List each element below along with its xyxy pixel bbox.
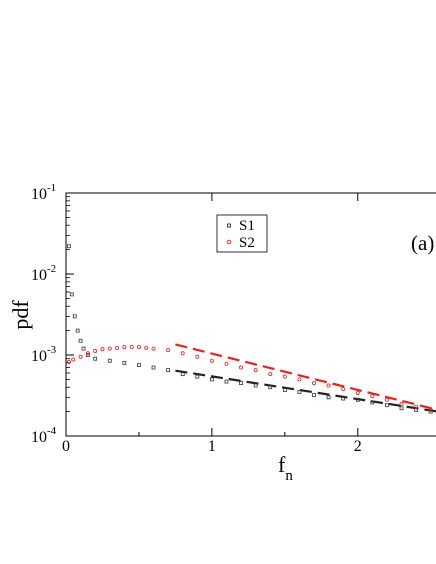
data-point-s1 bbox=[166, 368, 171, 373]
plot-area bbox=[65, 192, 436, 437]
data-point-s1 bbox=[385, 403, 389, 408]
data-point-s2 bbox=[107, 346, 112, 351]
legend-box bbox=[216, 214, 268, 253]
x-tick-label: 2 bbox=[354, 438, 362, 455]
data-point-s1 bbox=[93, 356, 98, 361]
y-tick-label-exponent: -3 bbox=[47, 344, 57, 356]
x-axis-label-subscript: n bbox=[285, 468, 293, 484]
data-point-s2 bbox=[399, 401, 404, 406]
data-point-s1 bbox=[282, 388, 287, 392]
data-point-s2 bbox=[180, 351, 185, 356]
data-point-s2 bbox=[66, 359, 71, 364]
data-point-s2 bbox=[253, 368, 258, 373]
data-point-s2 bbox=[136, 345, 141, 350]
data-point-s1 bbox=[72, 314, 77, 319]
data-point-s2 bbox=[166, 348, 171, 353]
y-tick-label-base: 10 bbox=[31, 267, 47, 284]
data-point-s1 bbox=[370, 400, 375, 405]
legend: S1 S2 bbox=[216, 214, 268, 253]
data-point-s1 bbox=[81, 346, 86, 351]
data-point-s2 bbox=[224, 361, 229, 366]
legend-marker-s2 bbox=[226, 239, 232, 245]
fit-line bbox=[175, 343, 436, 411]
y-tick-label-base: 10 bbox=[31, 186, 47, 203]
data-point-s2 bbox=[268, 372, 273, 377]
legend-label-s1: S1 bbox=[239, 218, 255, 234]
data-point-s2 bbox=[428, 407, 433, 412]
data-point-s1 bbox=[224, 379, 229, 384]
data-point-s1 bbox=[151, 365, 156, 370]
y-tick-label: 10-3 bbox=[31, 344, 57, 365]
data-point-s2 bbox=[384, 397, 389, 402]
legend-label-s2: S2 bbox=[239, 235, 255, 251]
data-point-s1 bbox=[355, 397, 360, 402]
data-point-s2 bbox=[71, 357, 76, 362]
data-point-s2 bbox=[85, 351, 90, 356]
data-point-s2 bbox=[355, 390, 360, 395]
y-tick-label-exponent: -4 bbox=[47, 425, 57, 437]
data-point-s1 bbox=[122, 360, 127, 365]
data-point-s2 bbox=[195, 354, 200, 359]
data-point-s2 bbox=[151, 346, 156, 351]
data-point-s1 bbox=[75, 328, 80, 333]
data-point-s1 bbox=[239, 381, 243, 385]
data-point-s1 bbox=[85, 353, 90, 357]
data-point-s1 bbox=[195, 374, 200, 379]
y-tick-label-exponent: -2 bbox=[47, 263, 56, 275]
data-point-s1 bbox=[341, 396, 346, 401]
data-point-s2 bbox=[370, 394, 375, 399]
fit-lines bbox=[175, 343, 436, 413]
data-point-s1 bbox=[297, 390, 302, 394]
x-tick-label: 1 bbox=[208, 438, 216, 455]
data-point-s2 bbox=[93, 349, 98, 354]
data-point-s2 bbox=[239, 365, 244, 370]
data-point-s1 bbox=[428, 409, 433, 414]
data-point-s2 bbox=[78, 354, 83, 359]
data-points bbox=[66, 244, 433, 414]
data-point-s2 bbox=[341, 387, 346, 392]
legend-marker-s1 bbox=[227, 223, 231, 228]
data-point-s2 bbox=[115, 346, 120, 351]
data-point-s1 bbox=[180, 372, 185, 377]
data-point-s2 bbox=[209, 358, 214, 363]
x-axis-label-main: f bbox=[278, 452, 286, 477]
data-point-s1 bbox=[253, 383, 258, 388]
data-point-s2 bbox=[100, 347, 105, 352]
y-tick-label-exponent: -1 bbox=[47, 182, 56, 194]
y-tick-label: 10-1 bbox=[31, 182, 56, 203]
axis-ticks: 0 1 210-110-210-310-4 bbox=[31, 182, 362, 455]
data-point-s1 bbox=[209, 377, 214, 382]
y-tick-label: 10-4 bbox=[31, 425, 57, 446]
data-point-s2 bbox=[129, 344, 134, 349]
fit-line bbox=[175, 369, 436, 413]
data-point-s1 bbox=[312, 393, 316, 397]
data-point-s1 bbox=[326, 395, 331, 400]
data-point-s1 bbox=[69, 292, 74, 297]
data-point-s2 bbox=[282, 374, 287, 379]
panel-label: (a) bbox=[411, 231, 434, 255]
y-tick-label: 10-2 bbox=[31, 263, 56, 284]
data-point-s2 bbox=[326, 383, 331, 388]
data-point-s1 bbox=[268, 385, 273, 390]
data-point-s1 bbox=[78, 338, 83, 343]
data-point-s2 bbox=[297, 377, 302, 382]
data-point-s2 bbox=[122, 345, 127, 350]
data-point-s1 bbox=[137, 363, 141, 368]
y-tick-label-base: 10 bbox=[31, 429, 47, 446]
data-point-s2 bbox=[144, 345, 149, 350]
x-axis-label: fn bbox=[278, 452, 293, 484]
data-point-s1 bbox=[399, 406, 404, 411]
x-tick-label: 0 bbox=[62, 438, 70, 455]
data-point-s1 bbox=[107, 358, 112, 363]
data-point-s1 bbox=[67, 244, 71, 249]
y-axis-label: pdf bbox=[8, 300, 33, 330]
y-tick-label-base: 10 bbox=[31, 348, 47, 365]
data-point-s2 bbox=[414, 404, 419, 409]
data-point-s2 bbox=[311, 381, 316, 386]
